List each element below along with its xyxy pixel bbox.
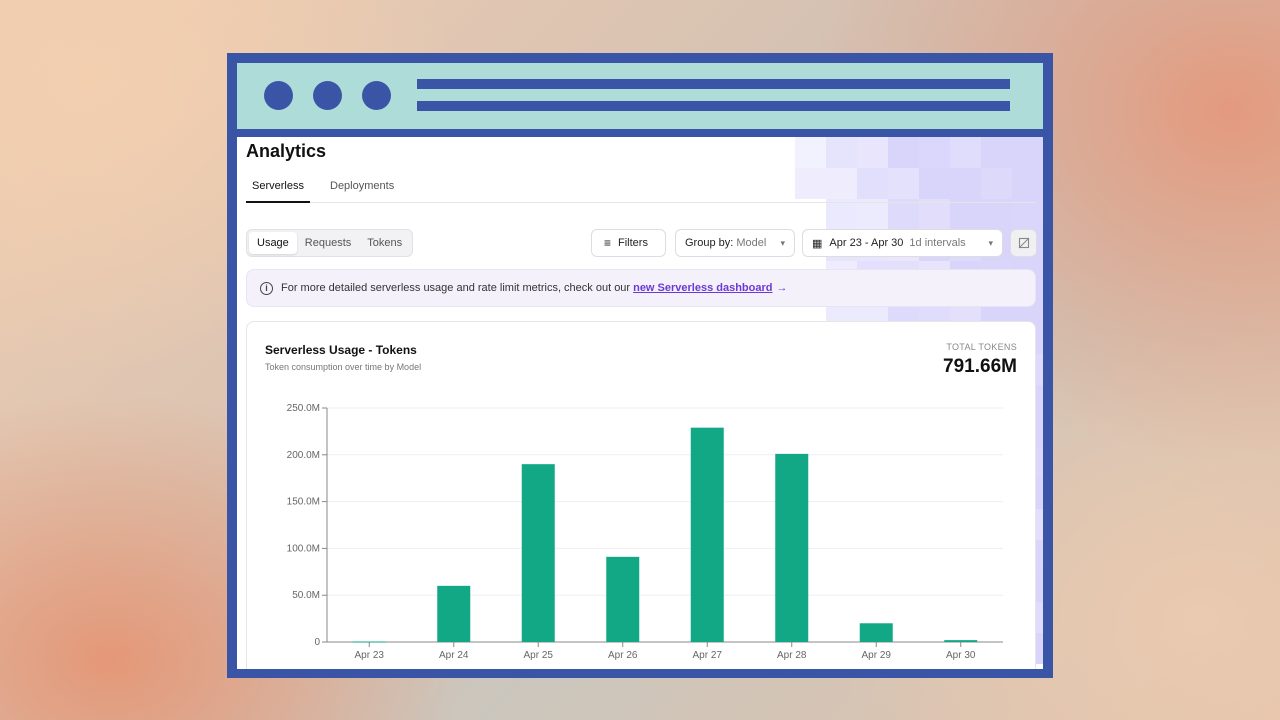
bar-apr-27 [690, 427, 724, 642]
segment-tokens[interactable]: Tokens [367, 237, 403, 249]
tab-deployments[interactable]: Deployments [330, 180, 395, 192]
x-tick-label: Apr 23 [355, 650, 385, 661]
window-dot-icon [264, 81, 293, 110]
x-tick-label: Apr 24 [439, 650, 469, 661]
interval-label: 1d intervals [909, 237, 966, 249]
chevron-down-icon: ▾ [780, 237, 785, 248]
x-tick-label: Apr 27 [693, 650, 723, 661]
usage-chart-card: 0 50.0M 100.0M 150.0M 200.0M 250.0M Apr 23 Apr … [246, 321, 1036, 669]
arrow-right-icon: → [776, 282, 788, 294]
x-tick-label: Apr 25 [524, 650, 554, 661]
group-by-select[interactable]: Group by: Model ▾ [675, 229, 795, 257]
title-line-decoration [417, 101, 1010, 111]
zoom-reset-icon [1018, 237, 1029, 249]
chevron-down-icon: ▾ [988, 237, 993, 248]
browser-window-illustration: Analytics Serverless Deployments Usage R… [227, 53, 1053, 678]
tab-bar: Serverless Deployments [246, 177, 1036, 203]
y-tick-label: 50.0M [292, 590, 320, 601]
card-subtitle: Token consumption over time by Model [265, 362, 422, 372]
y-tick-label: 0 [314, 637, 320, 648]
page-title: Analytics [246, 141, 327, 161]
filters-button[interactable]: ≡ Filters [591, 229, 666, 257]
segment-usage[interactable]: Usage [249, 232, 297, 254]
metric-segmented-control: Usage Requests Tokens [246, 229, 414, 257]
filter-icon: ≡ [604, 236, 612, 250]
date-range-picker[interactable]: ▦ Apr 23 - Apr 30 1d intervals ▾ [802, 229, 1003, 257]
serverless-dashboard-link[interactable]: new Serverless dashboard [633, 282, 773, 294]
bar-chart: 0 50.0M 100.0M 150.0M 200.0M 250.0M Apr 23 Apr … [287, 403, 1003, 661]
x-tick-label: Apr 28 [777, 650, 807, 661]
bar-apr-26 [606, 556, 640, 642]
y-tick-label: 100.0M [287, 543, 320, 554]
x-tick-label: Apr 30 [946, 650, 976, 661]
window-dot-icon [362, 81, 391, 110]
total-tokens-label: TOTAL TOKENS [946, 342, 1017, 352]
bar-apr-25 [521, 464, 555, 642]
y-tick-label: 150.0M [287, 497, 320, 508]
analytics-page: Analytics Serverless Deployments Usage R… [237, 137, 1043, 669]
x-tick-label: Apr 26 [608, 650, 638, 661]
card-title: Serverless Usage - Tokens [265, 343, 417, 357]
bar-apr-29 [859, 623, 893, 642]
segment-requests[interactable]: Requests [304, 237, 352, 249]
date-range-label: Apr 23 - Apr 30 [829, 237, 904, 249]
banner-text: For more detailed serverless usage and r… [281, 282, 631, 294]
x-tick-label: Apr 29 [862, 650, 892, 661]
tab-serverless[interactable]: Serverless [246, 177, 310, 203]
title-line-decoration [417, 79, 1010, 89]
bar-apr-30 [944, 640, 978, 642]
reset-zoom-button[interactable] [1010, 229, 1037, 257]
bar-apr-24 [437, 585, 471, 642]
window-title-bar [237, 63, 1043, 129]
filters-label: Filters [618, 237, 648, 249]
group-by-value: Model [736, 237, 767, 249]
y-tick-label: 250.0M [287, 403, 320, 414]
bar-apr-28 [775, 453, 809, 642]
info-icon: i [260, 281, 273, 295]
group-by-label: Group by: [685, 237, 734, 249]
info-banner: i For more detailed serverless usage and… [246, 269, 1036, 307]
calendar-icon: ▦ [812, 237, 823, 250]
y-tick-label: 200.0M [287, 450, 320, 461]
window-dot-icon [313, 81, 342, 110]
total-tokens-value: 791.66M [943, 356, 1017, 377]
